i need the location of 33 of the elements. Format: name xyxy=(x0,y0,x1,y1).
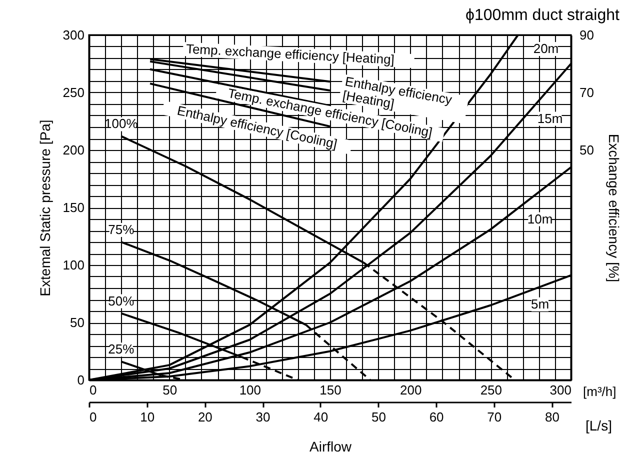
y2-axis-title: Exchange efficiency [%] xyxy=(606,134,621,282)
x-tick-label: 0 xyxy=(90,382,97,398)
x-axis-title: Airflow xyxy=(309,438,352,454)
y-tick-label: 150 xyxy=(62,200,84,215)
x-tick-label: 100 xyxy=(239,382,262,398)
y-tick-label: 300 xyxy=(62,28,84,42)
y-tick-label: 0 xyxy=(77,372,84,388)
x2-tick-label: 70 xyxy=(487,410,502,424)
y2-tick-label: 70 xyxy=(580,85,594,100)
chart-title: ϕ100mm duct straight xyxy=(466,7,620,24)
x2-tick-label: 40 xyxy=(314,410,328,424)
x-tick-label: 50 xyxy=(162,382,178,398)
y-tick-label: 200 xyxy=(62,142,84,158)
x2-tick-label: 20 xyxy=(198,410,212,424)
y-tick-label: 250 xyxy=(62,85,84,100)
x2-tick-label: 80 xyxy=(545,410,560,424)
x-tick-label: 200 xyxy=(400,382,422,398)
x2-tick-label: 60 xyxy=(429,410,444,424)
text: [m³/h] xyxy=(583,384,616,399)
x2-tick-label: 50 xyxy=(371,410,386,424)
x2-tick-label: 30 xyxy=(256,410,270,424)
x-tick-label: 250 xyxy=(480,382,502,398)
y-tick-label: 50 xyxy=(70,315,84,330)
y2-tick-label: 50 xyxy=(580,142,594,158)
x2-axis-title: [L/s] xyxy=(586,418,612,434)
text: Enthalpy efficiency [Heating] xyxy=(342,74,454,112)
y-axis-title: Extemal Static pressure [Pa] xyxy=(36,120,53,296)
x-tick-label: 150 xyxy=(320,382,342,398)
y2-tick-label: 90 xyxy=(580,28,594,42)
y-tick-label: 100 xyxy=(62,258,84,272)
x-tick-label: 300 xyxy=(550,382,572,398)
x2-tick-label: 10 xyxy=(140,410,155,424)
x2-tick-label: 0 xyxy=(90,410,97,424)
